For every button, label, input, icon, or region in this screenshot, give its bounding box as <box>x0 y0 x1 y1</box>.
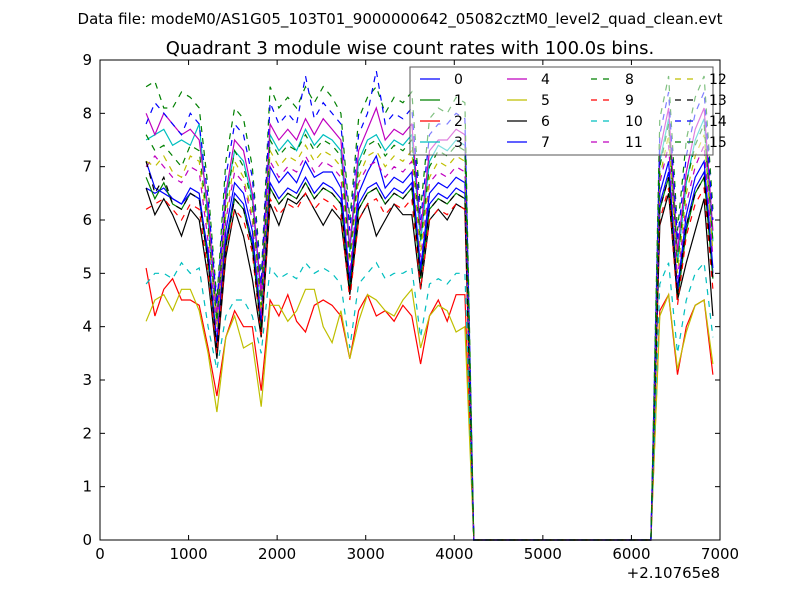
legend-item-10: 10 <box>591 114 643 130</box>
y-tick-label: 9 <box>82 51 92 69</box>
y-tick-label: 5 <box>82 264 92 282</box>
y-tick-label: 3 <box>82 371 92 389</box>
series-line-10 <box>145 261 714 541</box>
chart-suptitle: Data file: modeM0/AS1G05_103T01_90000006… <box>78 10 723 29</box>
legend-label: 15 <box>709 135 727 151</box>
legend-item-13: 13 <box>675 93 727 109</box>
y-tick-label: 2 <box>82 424 92 442</box>
x-tick-label: 2000 <box>258 545 296 563</box>
y-tick-label: 1 <box>82 478 92 496</box>
legend-label: 5 <box>541 93 550 109</box>
legend-item-6: 6 <box>507 114 550 130</box>
legend-item-5: 5 <box>507 93 550 109</box>
series-line-11 <box>145 145 714 541</box>
series-line-6 <box>145 187 714 541</box>
legend-label: 13 <box>709 93 727 109</box>
x-tick-label: 4000 <box>435 545 473 563</box>
legend-label: 12 <box>709 72 727 88</box>
legend-label: 9 <box>625 93 634 109</box>
series-line-13 <box>145 161 714 541</box>
x-tick-label: 7000 <box>701 545 739 563</box>
legend-label: 1 <box>454 93 463 109</box>
plot-frame <box>99 59 721 541</box>
legend-label: 0 <box>454 72 463 88</box>
legend-label: 2 <box>454 114 463 130</box>
legend-item-14: 14 <box>675 114 727 130</box>
y-tick-label: 6 <box>82 211 92 229</box>
x-tick-label: 1000 <box>169 545 207 563</box>
x-offset-label: +2.10765e8 <box>627 564 720 582</box>
legend-item-1: 1 <box>420 93 463 109</box>
x-tick-label: 0 <box>95 545 105 563</box>
legend-item-2: 2 <box>420 114 463 130</box>
y-tick-label: 0 <box>82 531 92 549</box>
series-line-14 <box>145 70 714 541</box>
x-tick-label: 5000 <box>524 545 562 563</box>
legend-label: 10 <box>625 114 643 130</box>
legend-item-15: 15 <box>675 135 727 151</box>
y-tick-label: 7 <box>82 158 92 176</box>
y-tick-label: 8 <box>82 104 92 122</box>
y-tick-label: 4 <box>82 318 92 336</box>
series-line-1 <box>145 175 714 541</box>
legend-label: 4 <box>541 72 550 88</box>
legend-label: 8 <box>625 72 634 88</box>
series-line-9 <box>145 185 714 541</box>
legend-item-3: 3 <box>420 135 463 151</box>
legend-item-9: 9 <box>591 93 634 109</box>
legend-label: 7 <box>541 135 550 151</box>
legend-label: 14 <box>709 114 727 130</box>
legend-item-12: 12 <box>675 72 727 88</box>
legend-item-4: 4 <box>507 72 550 88</box>
x-tick-label: 6000 <box>612 545 650 563</box>
legend-label: 11 <box>625 135 643 151</box>
legend-item-7: 7 <box>507 135 550 151</box>
legend-label: 3 <box>454 135 463 151</box>
legend-item-0: 0 <box>420 72 463 88</box>
chart-title: Quadrant 3 module wise count rates with … <box>166 38 655 59</box>
legend-item-11: 11 <box>591 135 643 151</box>
x-tick-label: 3000 <box>347 545 385 563</box>
series-line-5 <box>145 287 714 541</box>
legend-label: 6 <box>541 114 550 130</box>
legend-box <box>409 66 714 156</box>
series-line-2 <box>145 267 714 541</box>
legend-item-8: 8 <box>591 72 634 88</box>
